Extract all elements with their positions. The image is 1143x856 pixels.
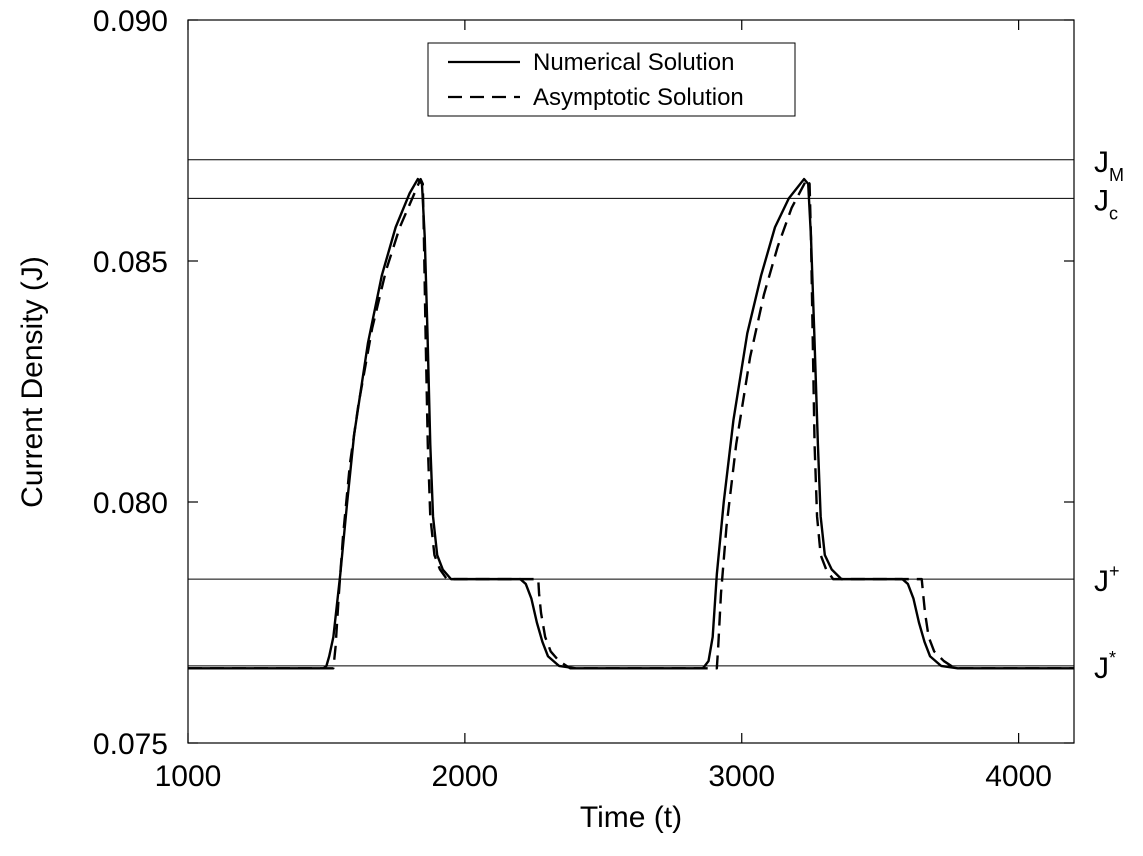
plot-frame	[187, 19, 1075, 744]
reference-label-superscript: *	[1109, 648, 1116, 668]
legend-box	[427, 42, 796, 117]
legend: Numerical Solution Asymptotic Solution	[427, 42, 796, 117]
y-tick-label: 0.090	[93, 5, 168, 38]
x-tick-label: 2000	[432, 760, 499, 793]
y-axis-title: Current Density (J)	[16, 256, 49, 508]
x-tick-label: 1000	[155, 760, 222, 793]
reference-label-superscript: +	[1109, 561, 1120, 581]
reference-label-subscript: M	[1109, 165, 1124, 185]
reference-label-base: J	[1094, 184, 1109, 217]
x-tick-label: 4000	[985, 760, 1052, 793]
reference-label-Jplus: J+	[1094, 561, 1120, 598]
y-tick-label: 0.085	[93, 246, 168, 279]
y-tick-label: 0.075	[93, 728, 168, 761]
reference-label-JM: JM	[1094, 146, 1124, 185]
reference-label-base: J	[1094, 652, 1109, 685]
series-line-asymptotic	[188, 177, 1074, 670]
series-layer	[188, 177, 1074, 670]
ticks	[187, 19, 1074, 744]
reference-label-subscript: c	[1109, 203, 1118, 223]
y-tick-label: 0.080	[93, 487, 168, 520]
tick-labels: 1000 2000 3000 4000 0.075 0.080 0.085 0.090	[93, 5, 1052, 793]
legend-label-numerical: Numerical Solution	[533, 49, 734, 76]
x-axis-title: Time (t)	[580, 801, 682, 834]
reference-label-base: J	[1094, 565, 1109, 598]
series-line-numerical	[188, 177, 1074, 670]
x-tick-label: 3000	[708, 760, 775, 793]
reference-label-Jc: Jc	[1094, 184, 1118, 223]
reference-label-Jstar: J*	[1094, 648, 1116, 685]
reference-label-base: J	[1094, 146, 1109, 179]
legend-label-asymptotic: Asymptotic Solution	[533, 84, 744, 111]
reference-lines	[188, 159, 1074, 667]
